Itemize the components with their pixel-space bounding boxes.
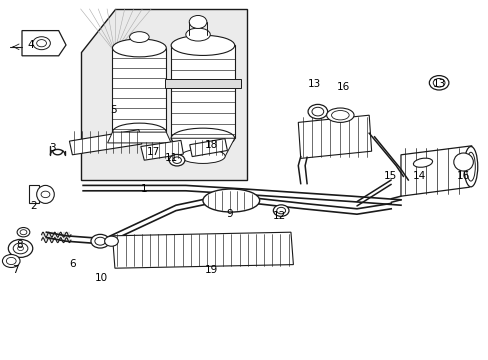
Polygon shape <box>165 79 240 88</box>
Ellipse shape <box>112 123 166 141</box>
Text: 8: 8 <box>16 240 23 250</box>
Polygon shape <box>69 130 142 155</box>
Circle shape <box>428 76 448 90</box>
Text: 6: 6 <box>69 258 76 269</box>
Ellipse shape <box>112 39 166 57</box>
Polygon shape <box>112 48 166 132</box>
Text: 10: 10 <box>95 273 107 283</box>
Text: 16: 16 <box>336 82 349 92</box>
Ellipse shape <box>129 32 149 42</box>
Polygon shape <box>171 45 234 138</box>
Circle shape <box>169 154 184 166</box>
Polygon shape <box>171 138 234 156</box>
Ellipse shape <box>203 189 259 212</box>
Circle shape <box>273 205 288 216</box>
Text: 15: 15 <box>383 171 396 181</box>
Ellipse shape <box>37 185 54 203</box>
Ellipse shape <box>453 153 472 171</box>
Ellipse shape <box>466 152 474 181</box>
Circle shape <box>13 243 28 254</box>
Circle shape <box>17 228 30 237</box>
Circle shape <box>172 157 181 163</box>
Circle shape <box>6 257 16 265</box>
Ellipse shape <box>412 158 432 167</box>
Text: 14: 14 <box>411 171 425 181</box>
Circle shape <box>95 237 105 245</box>
Text: 17: 17 <box>146 147 160 157</box>
Circle shape <box>307 104 327 119</box>
Text: 1: 1 <box>141 184 147 194</box>
Circle shape <box>18 246 23 251</box>
Text: 12: 12 <box>272 211 286 221</box>
Text: 5: 5 <box>110 105 117 115</box>
Text: 13: 13 <box>431 78 445 89</box>
Ellipse shape <box>326 108 353 122</box>
Text: 16: 16 <box>456 171 469 181</box>
Polygon shape <box>298 115 371 158</box>
Text: 7: 7 <box>12 265 19 275</box>
Polygon shape <box>29 185 39 203</box>
Circle shape <box>41 191 50 198</box>
Text: 9: 9 <box>226 209 233 219</box>
Circle shape <box>20 230 27 235</box>
Text: 18: 18 <box>204 140 218 150</box>
Circle shape <box>311 107 323 116</box>
Ellipse shape <box>171 35 234 55</box>
Polygon shape <box>112 232 293 268</box>
Ellipse shape <box>185 28 210 41</box>
Circle shape <box>91 234 109 248</box>
Text: 11: 11 <box>164 153 178 163</box>
Text: 2: 2 <box>30 201 37 211</box>
Text: 13: 13 <box>307 79 321 89</box>
Polygon shape <box>400 146 471 196</box>
Circle shape <box>37 40 46 47</box>
Circle shape <box>432 78 444 87</box>
Ellipse shape <box>171 128 234 148</box>
Ellipse shape <box>189 15 206 28</box>
Polygon shape <box>141 140 183 160</box>
Polygon shape <box>81 9 246 180</box>
Polygon shape <box>189 139 227 157</box>
Circle shape <box>33 37 50 50</box>
Circle shape <box>276 207 285 214</box>
Ellipse shape <box>463 147 477 187</box>
Ellipse shape <box>181 149 224 163</box>
Circle shape <box>2 255 20 267</box>
Text: 19: 19 <box>204 265 218 275</box>
Polygon shape <box>107 132 171 143</box>
Circle shape <box>8 239 33 257</box>
Text: 3: 3 <box>49 143 56 153</box>
Text: 4: 4 <box>27 40 34 50</box>
Circle shape <box>104 236 118 246</box>
Polygon shape <box>22 31 66 56</box>
Ellipse shape <box>331 111 348 120</box>
